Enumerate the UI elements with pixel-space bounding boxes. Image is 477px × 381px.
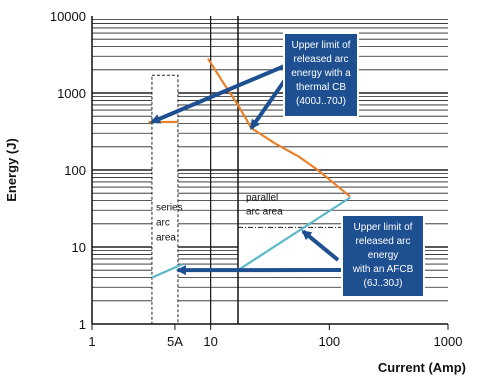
callout-text: energy with a <box>291 68 351 79</box>
x-tick-label: 1000 <box>434 334 463 349</box>
callout-text: Upper limit of <box>354 222 413 233</box>
callout-box <box>341 214 425 298</box>
callout-text: with an AFCB <box>352 264 414 275</box>
callout-arrow <box>301 229 340 262</box>
y-axis-title: Energy (J) <box>4 138 19 202</box>
callout-text: (6J..30J) <box>364 278 403 289</box>
axes: 1 5A 10 100 1000 1 10 100 1000 10000 Current (Amp)… <box>4 9 466 375</box>
callout-arrow <box>150 60 295 124</box>
region-label: arc area <box>246 207 283 218</box>
y-tick-label: 100 <box>64 163 86 178</box>
callout-text: energy <box>368 250 399 261</box>
series-line-3 <box>237 196 351 272</box>
callout-box <box>283 32 359 118</box>
x-axis-title: Current (Amp) <box>378 360 466 375</box>
callout-text: released arc <box>293 54 348 65</box>
x-tick-label: 100 <box>318 334 340 349</box>
x-tick-label: 5A <box>167 334 183 349</box>
annotations: Upper limit of released arc energy with a t… <box>150 32 425 298</box>
callout-text: (400J..70J) <box>296 96 346 107</box>
callout-text: thermal CB <box>296 82 346 93</box>
x-tick-label: 10 <box>203 334 217 349</box>
region-label: area <box>156 232 176 243</box>
region-label: parallel <box>246 193 278 204</box>
region-label: series <box>156 202 183 213</box>
series-line-1 <box>207 58 351 198</box>
callout-text: Upper limit of <box>292 40 351 51</box>
region-label: arc <box>156 217 170 228</box>
y-tick-label: 10000 <box>50 9 86 24</box>
callout-text: released arc <box>355 236 410 247</box>
x-tick-label: 1 <box>88 334 95 349</box>
y-tick-label: 1 <box>79 317 86 332</box>
y-tick-label: 10 <box>72 240 86 255</box>
region-parallel-arc-area <box>238 227 359 269</box>
y-tick-label: 1000 <box>57 86 86 101</box>
